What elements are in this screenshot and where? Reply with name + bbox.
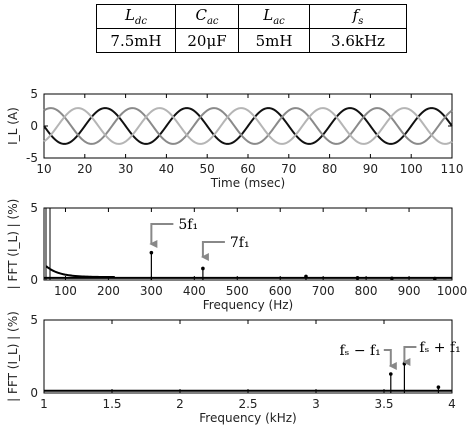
y-tick-label: 5: [30, 201, 38, 215]
phase-current-line: [43, 107, 453, 145]
x-tick-label: 90: [363, 162, 378, 176]
harmonic-peak-marker: [304, 274, 308, 279]
x-tick-label: 600: [269, 284, 292, 298]
x-tick-label: 100: [54, 284, 77, 298]
harmonic-peak-marker: [390, 276, 394, 281]
y-tick-label: 0: [30, 273, 38, 287]
x-tick-label: 10: [36, 162, 51, 176]
harmonic-peak-marker: [436, 385, 441, 389]
current-waveform-panel: 10 20 30 40 50 60 70 80 90 100 110 -5 0 5 Time (msec) I…: [6, 87, 463, 190]
x-tick-label: 110: [441, 162, 464, 176]
harmonic-5-arrow: [149, 223, 174, 248]
y-axis-label: | FFT (I_L) | (%): [6, 311, 20, 402]
harmonic-7-arrow: [200, 241, 225, 261]
x-axis-label: Frequency (Hz): [203, 298, 294, 312]
x-tick-label: 800: [355, 284, 378, 298]
parameter-table: Ldc Cac Lac fs 7.5mH 20μF 5mH 3.6kHz: [96, 4, 407, 53]
x-tick-label: 30: [118, 162, 133, 176]
harmonic-peak-marker: [149, 250, 154, 255]
harmonic-peak-marker: [433, 276, 437, 281]
low-frequency-floor: [45, 265, 115, 279]
x-tick-label: 40: [159, 162, 174, 176]
phase-current-line: [43, 107, 453, 145]
fundamental-bar: [45, 207, 51, 281]
harmonic-peak-marker: [389, 372, 393, 376]
param-value-fs: 3.6kHz: [309, 28, 407, 53]
y-tick-label: -5: [26, 151, 38, 165]
lower-sideband-label: fₛ − f₁: [339, 343, 380, 359]
x-tick-label: 300: [140, 284, 163, 298]
x-axis-label: Time (msec): [210, 176, 285, 190]
x-tick-label: 80: [322, 162, 337, 176]
harmonic-5-label: 5f₁: [178, 217, 198, 233]
param-value-ldc: 7.5mH: [96, 28, 176, 53]
upper-sideband-label: fₛ + f₁: [419, 340, 460, 356]
x-tick-label: 200: [97, 284, 120, 298]
phase-current-line: [43, 107, 453, 145]
y-axis-label: | FFT (I_L) | (%): [6, 199, 20, 290]
x-tick-label: 3: [312, 397, 320, 411]
parameter-header-row: Ldc Cac Lac fs: [96, 4, 407, 29]
param-header-fs: fs: [309, 4, 407, 29]
x-tick-label: 2: [176, 397, 184, 411]
x-tick-label: 400: [183, 284, 206, 298]
y-tick-label: 5: [30, 313, 38, 327]
x-tick-label: 2.5: [238, 397, 257, 411]
low-frequency-spectrum-panel: 100 200 300 400 500 600 700 800 900 1000 0 5 Frequen…: [6, 199, 467, 312]
harmonic-peak-marker: [355, 276, 360, 280]
x-tick-label: 60: [240, 162, 255, 176]
x-tick-label: 700: [312, 284, 335, 298]
y-axis-label: I_L (A): [6, 107, 20, 145]
harmonic-7-label: 7f₁: [230, 235, 250, 251]
harmonic-peak-marker: [402, 362, 407, 366]
x-tick-label: 1000: [437, 284, 468, 298]
x-tick-label: 500: [226, 284, 249, 298]
x-tick-label: 1.5: [102, 397, 121, 411]
upper-sideband-arrow: [402, 346, 417, 366]
x-axis-label: Frequency (kHz): [199, 411, 296, 425]
x-tick-label: 70: [281, 162, 296, 176]
param-header-lac: Lac: [238, 4, 310, 29]
x-tick-label: 900: [398, 284, 421, 298]
x-tick-label: 50: [200, 162, 215, 176]
x-tick-label: 20: [77, 162, 92, 176]
y-tick-label: 5: [30, 87, 38, 101]
high-frequency-spectrum-panel: 1 1.5 2 2.5 3 3.5 4 0 5 Frequency (kHz) | FFT (I_L…: [6, 311, 461, 425]
lower-sideband-arrow: [383, 349, 397, 370]
parameter-value-row: 7.5mH 20μF 5mH 3.6kHz: [96, 28, 407, 53]
param-value-cac: 20μF: [175, 28, 239, 53]
harmonic-peak-marker: [201, 266, 205, 271]
y-tick-label: 0: [30, 119, 38, 133]
y-tick-label: 0: [30, 386, 38, 400]
plot-frame: [43, 207, 453, 281]
x-tick-label: 1: [40, 397, 48, 411]
param-value-lac: 5mH: [238, 28, 310, 53]
x-tick-label: 100: [400, 162, 423, 176]
x-tick-label: 4: [448, 397, 456, 411]
x-tick-label: 3.5: [374, 397, 393, 411]
